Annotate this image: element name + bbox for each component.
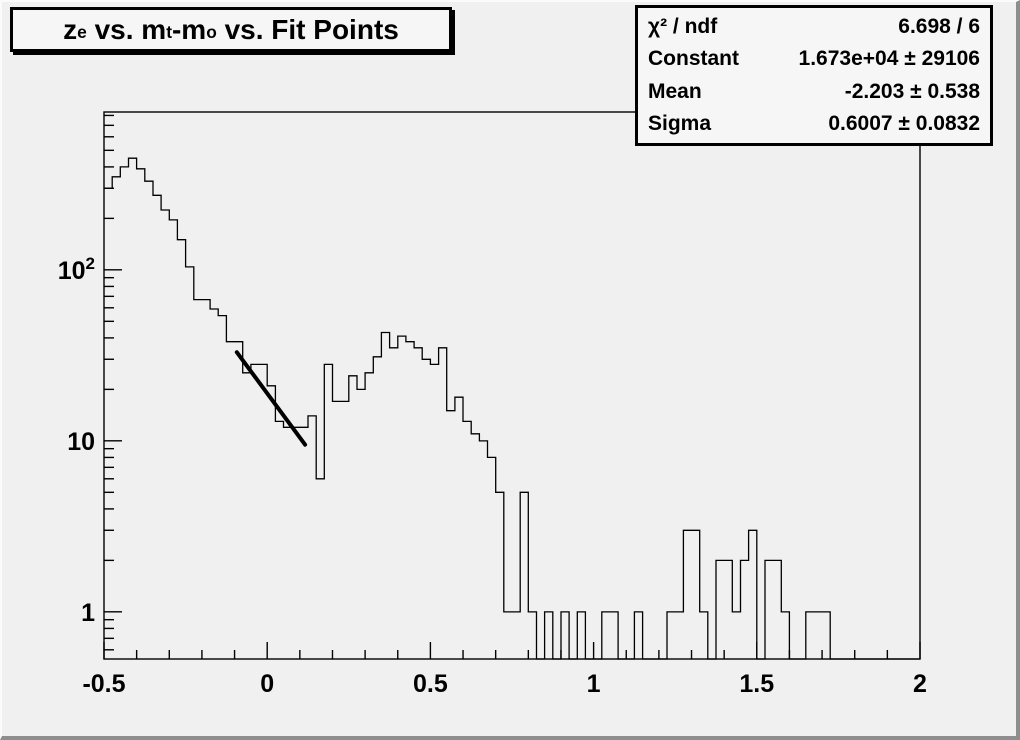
x-axis-label: 1: [587, 670, 601, 698]
title-subscript: t: [166, 22, 172, 43]
x-axis-label: 2: [913, 670, 927, 698]
stats-value: 1.673e+04 ± 29106: [798, 47, 980, 71]
stats-label: Constant: [648, 47, 739, 71]
axis-labels: -0.5 0 0.5 1 1.5 2 1 10 102: [58, 254, 927, 698]
stats-value: 6.698 / 6: [898, 15, 980, 39]
histogram-line: [104, 157, 920, 660]
axis-ticks: [103, 114, 921, 659]
stats-value: 0.6007 ± 0.0832: [828, 111, 980, 135]
x-axis-label: 0: [260, 670, 274, 698]
y-axis-label: 1: [81, 599, 95, 627]
x-axis-label: -0.5: [82, 670, 125, 698]
stats-value: -2.203 ± 0.538: [844, 79, 980, 103]
stats-row: Mean -2.203 ± 0.538: [648, 80, 980, 104]
stats-box: χ² / ndf 6.698 / 6 Constant 1.673e+04 ± 291…: [635, 5, 993, 146]
title-subscript: o: [206, 22, 217, 43]
y-axis-label: 10: [67, 428, 95, 456]
stats-label: Sigma: [648, 111, 712, 135]
stats-row: Sigma 0.6007 ± 0.0832: [648, 112, 980, 136]
x-axis-label: 0.5: [413, 670, 448, 698]
x-axis-label: 1.5: [739, 670, 774, 698]
title-subscript: e: [77, 22, 87, 43]
stats-label: χ² / ndf: [648, 15, 718, 39]
plot-frame: [103, 111, 921, 660]
stats-label: Mean: [648, 79, 702, 103]
stats-row: χ² / ndf 6.698 / 6: [648, 15, 980, 39]
stats-row: Constant 1.673e+04 ± 29106: [648, 47, 980, 71]
y-axis-label: 102: [58, 254, 95, 285]
fit-line: [234, 350, 308, 447]
